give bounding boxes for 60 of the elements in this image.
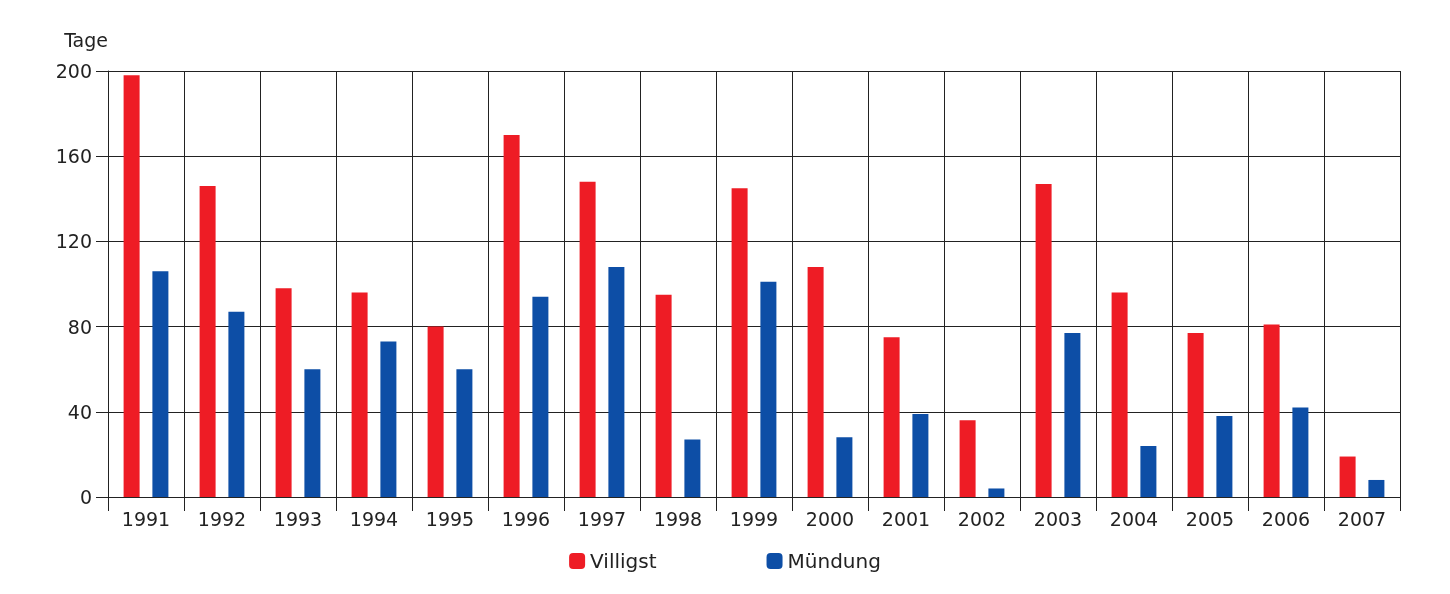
x-tick-label: 2000 bbox=[805, 507, 855, 530]
bar bbox=[380, 341, 397, 497]
bar bbox=[152, 271, 169, 497]
bar bbox=[959, 420, 976, 497]
x-tick-label: 2007 bbox=[1337, 507, 1387, 530]
bar bbox=[351, 292, 368, 497]
bar bbox=[836, 437, 853, 497]
x-tick-label: 2004 bbox=[1109, 507, 1159, 530]
bar bbox=[608, 266, 625, 497]
bar bbox=[1368, 479, 1385, 497]
x-tick-label: 1995 bbox=[425, 507, 475, 530]
bar bbox=[503, 134, 520, 497]
bar bbox=[1111, 292, 1128, 497]
y-tick-label: 40 bbox=[67, 400, 92, 423]
x-tick-label: 1996 bbox=[501, 507, 551, 530]
bar bbox=[532, 296, 549, 497]
x-tick-label: 1997 bbox=[577, 507, 627, 530]
bar bbox=[1263, 324, 1280, 497]
x-tick-label: 2003 bbox=[1033, 507, 1083, 530]
bar bbox=[760, 281, 777, 497]
y-axis-title: Tage bbox=[63, 28, 108, 51]
x-tick-label: 1999 bbox=[729, 507, 779, 530]
bar bbox=[1216, 416, 1233, 497]
x-tick-label: 1991 bbox=[121, 507, 171, 530]
bar bbox=[304, 369, 321, 497]
legend-label: Mündung bbox=[787, 549, 881, 573]
bar bbox=[579, 181, 596, 497]
bar bbox=[988, 488, 1005, 497]
bar bbox=[1140, 445, 1157, 497]
bar bbox=[123, 75, 140, 497]
bar bbox=[1064, 332, 1081, 497]
x-tick-label: 1998 bbox=[653, 507, 703, 530]
y-tick-label: 80 bbox=[67, 315, 92, 338]
bar bbox=[456, 369, 473, 497]
bar bbox=[1339, 456, 1356, 497]
bar bbox=[731, 188, 748, 497]
legend-label: Villigst bbox=[590, 549, 657, 573]
bar bbox=[1187, 332, 1204, 497]
x-tick-label: 2006 bbox=[1261, 507, 1311, 530]
bar bbox=[655, 294, 672, 497]
bar bbox=[912, 413, 929, 497]
y-tick-label: 200 bbox=[55, 60, 92, 82]
bar bbox=[1035, 183, 1052, 497]
x-tick-label: 1994 bbox=[349, 507, 399, 530]
bar bbox=[427, 326, 444, 497]
y-tick-label: 120 bbox=[55, 230, 92, 253]
bar bbox=[883, 337, 900, 497]
x-tick-label: 1993 bbox=[273, 507, 323, 530]
y-tick-label: 160 bbox=[55, 145, 92, 168]
bar bbox=[228, 311, 245, 497]
bar bbox=[199, 186, 216, 497]
x-tick-label: 2001 bbox=[881, 507, 931, 530]
y-tick-label: 0 bbox=[79, 486, 92, 508]
bar bbox=[807, 266, 824, 497]
bar bbox=[684, 439, 701, 497]
bar bbox=[1292, 407, 1309, 497]
x-tick-label: 2005 bbox=[1185, 507, 1235, 530]
x-tick-label: 1992 bbox=[197, 507, 247, 530]
bar bbox=[275, 288, 292, 497]
x-tick-label: 2002 bbox=[957, 507, 1007, 530]
